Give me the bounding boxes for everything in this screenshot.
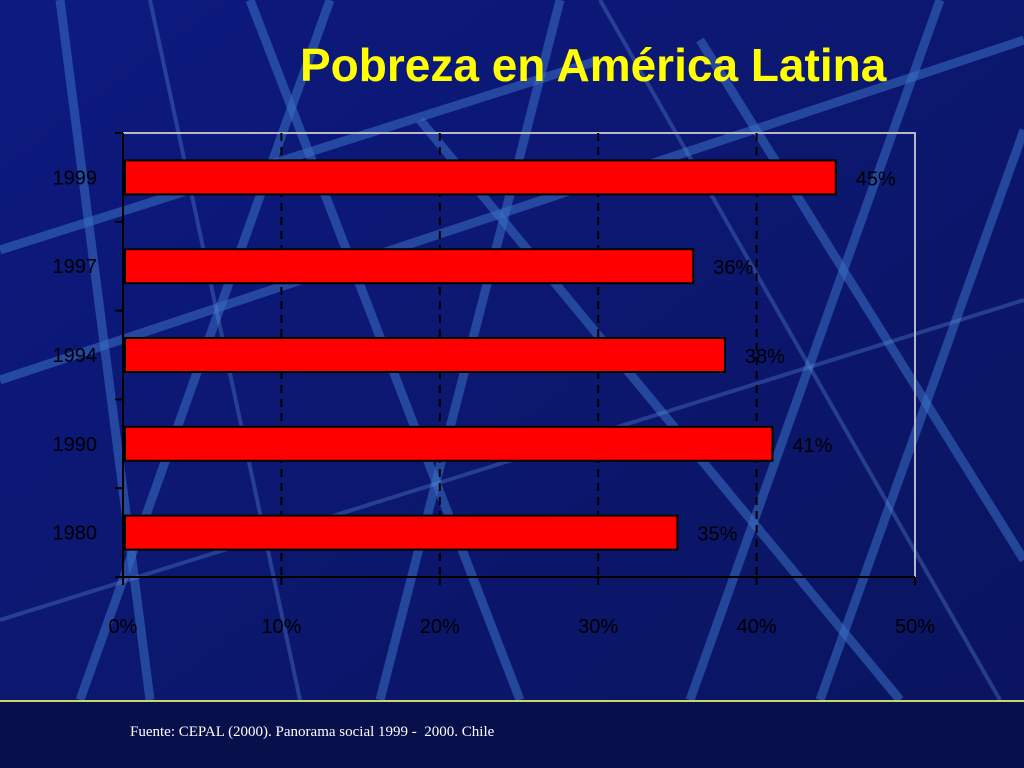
axes [115, 132, 916, 585]
x-tick-label-4: 40% [737, 616, 777, 638]
slide-title: Pobreza en América Latina [300, 39, 887, 91]
category-label-1999: 1999 [53, 167, 98, 189]
bar-1980 [124, 514, 679, 551]
labels: 0% 10% 20% 30% 40% 50% 1999 45% 1997 36% 1994 38% 19… [53, 167, 936, 638]
data-label-1980: 35% [697, 524, 737, 546]
category-label-1997: 1997 [53, 256, 98, 278]
data-label-1999: 45% [856, 168, 896, 190]
x-tick-label-2: 20% [420, 616, 460, 638]
category-label-1980: 1980 [53, 523, 98, 545]
bar-1990 [124, 425, 774, 462]
category-label-1994: 1994 [53, 345, 98, 367]
bar-1994 [124, 337, 726, 373]
category-label-1990: 1990 [53, 434, 98, 456]
bar-1999 [124, 159, 837, 196]
data-label-1994: 38% [745, 346, 785, 368]
footer-band [0, 702, 1024, 768]
data-label-1997: 36% [713, 257, 753, 279]
footer-divider [0, 700, 1024, 702]
data-label-1990: 41% [792, 435, 832, 457]
x-tick-label-3: 30% [578, 616, 618, 638]
bars [124, 159, 837, 551]
x-tick-label-5: 50% [895, 616, 935, 638]
bar-1997 [124, 248, 695, 285]
x-tick-label-1: 10% [261, 616, 301, 638]
source-citation: Fuente: CEPAL (2000). Panorama social 19… [130, 724, 495, 740]
x-tick-label-0: 0% [109, 616, 138, 638]
